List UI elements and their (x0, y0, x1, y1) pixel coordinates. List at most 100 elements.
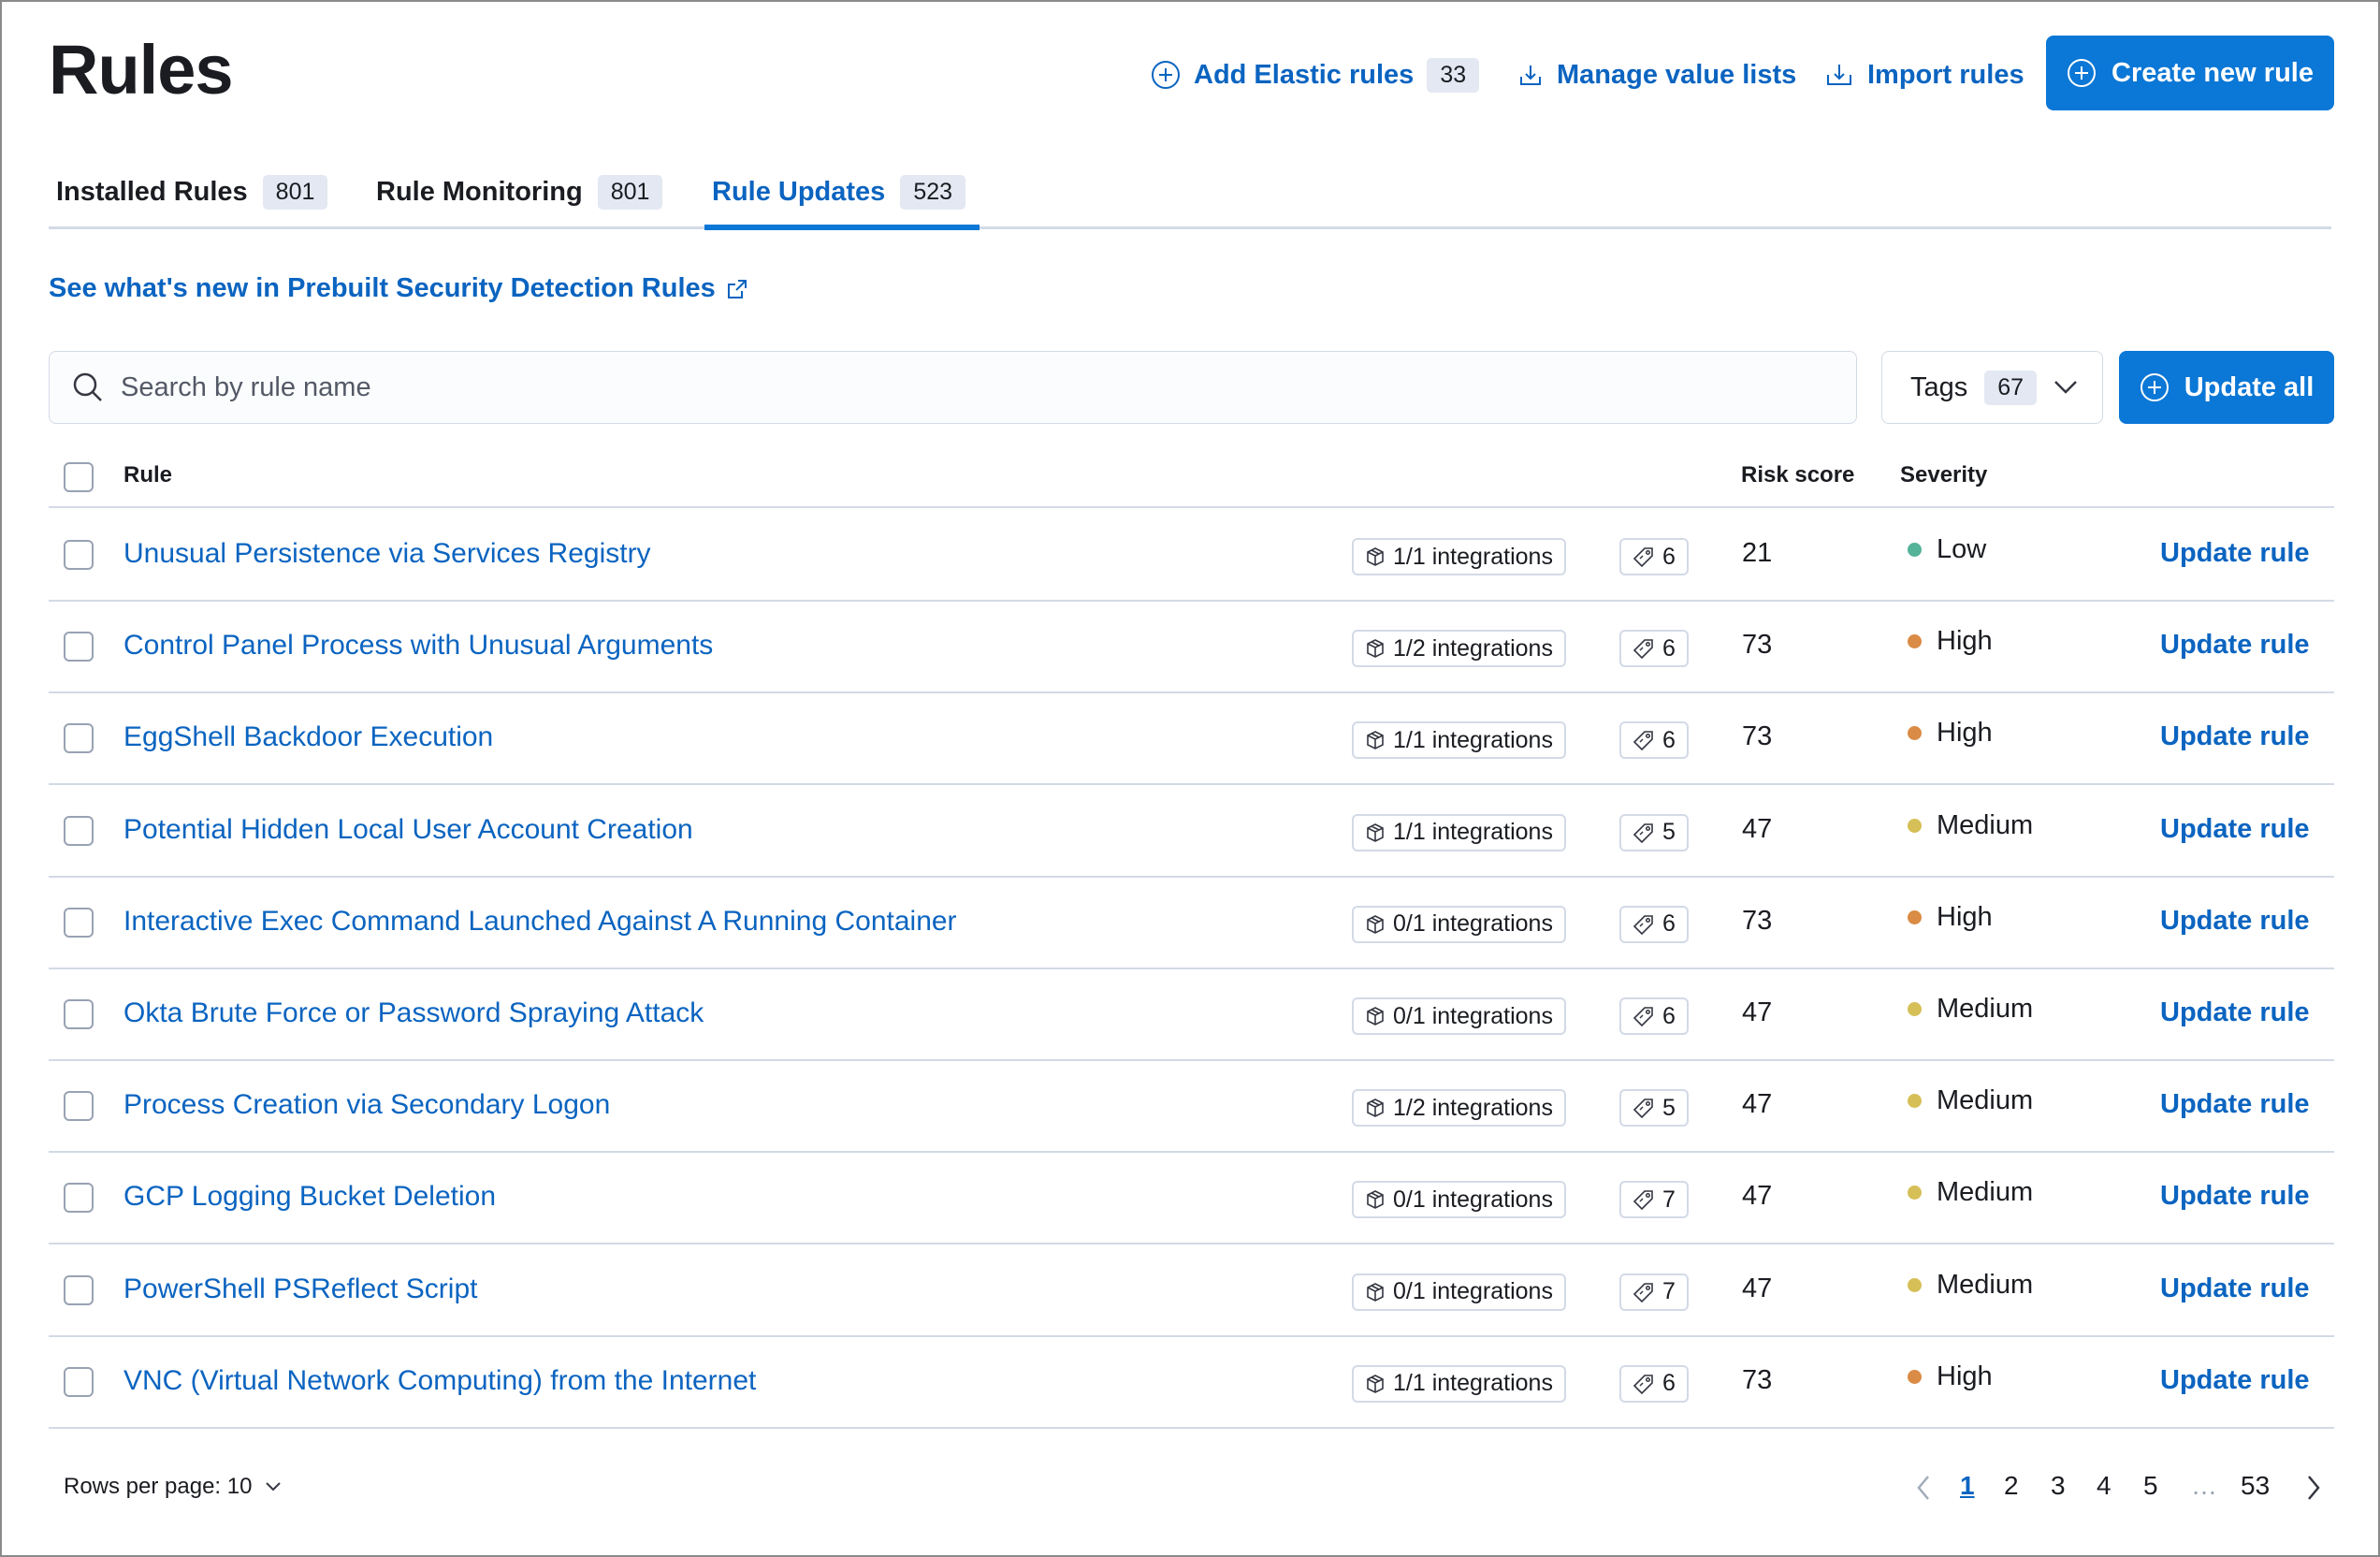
severity-dot (1908, 1186, 1922, 1200)
row-checkbox[interactable] (64, 1274, 94, 1305)
plus-circle-icon (2068, 59, 2096, 87)
integrations-badge[interactable]: 1/2 integrations (1352, 1089, 1566, 1128)
row-checkbox[interactable] (64, 907, 94, 938)
table-row: Process Creation via Secondary Logon 1/2… (49, 1061, 2334, 1154)
integrations-badge[interactable]: 0/1 integrations (1352, 905, 1566, 943)
integrations-label: 1/2 integrations (1393, 634, 1553, 662)
update-rule-button[interactable]: Update rule (2160, 630, 2310, 661)
row-checkbox[interactable] (64, 999, 94, 1029)
rule-name-link[interactable]: PowerShell PSReflect Script (123, 1273, 478, 1304)
row-checkbox[interactable] (64, 540, 94, 570)
column-header-rule[interactable]: Rule (123, 462, 173, 487)
rule-name-link[interactable]: Process Creation via Secondary Logon (123, 1089, 611, 1121)
severity-dot (1908, 543, 1922, 557)
row-checkbox[interactable] (64, 1091, 94, 1122)
tab-label: Installed Rules (56, 176, 248, 207)
tags-badge[interactable]: 6 (1619, 905, 1689, 943)
add-elastic-rules-button[interactable]: Add Elastic rules 33 (1151, 54, 1480, 95)
update-rule-button[interactable]: Update rule (2160, 1364, 2310, 1395)
rule-name-link[interactable]: Unusual Persistence via Services Registr… (123, 538, 651, 569)
package-icon (1367, 1374, 1384, 1393)
column-header-severity[interactable]: Severity (1900, 462, 1988, 487)
update-rule-button[interactable]: Update rule (2160, 1089, 2310, 1120)
tab-count: 801 (262, 174, 328, 210)
table-row: Potential Hidden Local User Account Crea… (49, 786, 2334, 878)
tags-badge[interactable]: 5 (1619, 813, 1689, 851)
page-4[interactable]: 4 (2097, 1471, 2112, 1500)
tags-badge[interactable]: 6 (1619, 721, 1689, 760)
tab-rule-updates[interactable]: Rule Updates 523 (712, 170, 966, 213)
integrations-label: 0/1 integrations (1393, 910, 1553, 938)
column-header-risk-score[interactable]: Risk score (1741, 462, 1855, 487)
integrations-badge[interactable]: 1/2 integrations (1352, 630, 1566, 668)
tags-badge[interactable]: 6 (1619, 538, 1689, 575)
update-rule-button[interactable]: Update rule (2160, 997, 2310, 1027)
update-rule-button[interactable]: Update rule (2160, 1181, 2310, 1212)
select-all-checkbox[interactable] (64, 462, 94, 492)
page-1[interactable]: 1 (1960, 1471, 1975, 1500)
next-page-icon[interactable] (2305, 1475, 2322, 1501)
rows-per-page-select[interactable]: Rows per page: 10 (64, 1474, 282, 1500)
search-field[interactable] (49, 351, 1857, 424)
chevron-down-icon (266, 1482, 282, 1492)
page-53[interactable]: 53 (2241, 1471, 2271, 1500)
integrations-label: 1/1 integrations (1393, 726, 1553, 753)
update-all-button[interactable]: Update all (2119, 351, 2334, 424)
row-checkbox[interactable] (64, 815, 94, 846)
severity-dot (1908, 818, 1922, 833)
page-2[interactable]: 2 (2004, 1471, 2019, 1500)
integrations-badge[interactable]: 1/1 integrations (1352, 1364, 1566, 1403)
update-rule-button[interactable]: Update rule (2160, 1273, 2310, 1303)
tab-rule-monitoring[interactable]: Rule Monitoring 801 (376, 170, 663, 213)
package-icon (1367, 731, 1384, 750)
tags-badge[interactable]: 7 (1619, 1181, 1689, 1219)
row-checkbox[interactable] (64, 1366, 94, 1397)
search-input[interactable] (121, 371, 1711, 403)
table-row: VNC (Virtual Network Computing) from the… (49, 1337, 2334, 1429)
rule-name-link[interactable]: Control Panel Process with Unusual Argum… (123, 630, 714, 662)
plus-circle-icon (1152, 61, 1180, 89)
rule-name-link[interactable]: Potential Hidden Local User Account Crea… (123, 813, 693, 845)
create-new-rule-button[interactable]: Create new rule (2046, 36, 2334, 110)
import-rules-button[interactable]: Import rules (1824, 54, 2024, 95)
severity-label: Medium (1937, 1085, 2034, 1116)
rule-name-link[interactable]: EggShell Backdoor Execution (123, 721, 494, 753)
rule-name-link[interactable]: Interactive Exec Command Launched Agains… (123, 905, 957, 937)
update-rule-button[interactable]: Update rule (2160, 538, 2310, 568)
tags-badge[interactable]: 6 (1619, 997, 1689, 1035)
tags-badge[interactable]: 6 (1619, 630, 1689, 668)
row-checkbox[interactable] (64, 632, 94, 662)
integrations-badge[interactable]: 1/1 integrations (1352, 813, 1566, 851)
integrations-badge[interactable]: 1/1 integrations (1352, 721, 1566, 760)
tags-badge[interactable]: 7 (1619, 1273, 1689, 1311)
tab-installed-rules[interactable]: Installed Rules 801 (56, 170, 328, 213)
integrations-badge[interactable]: 0/1 integrations (1352, 1273, 1566, 1311)
update-rule-button[interactable]: Update rule (2160, 813, 2310, 844)
rule-name-link[interactable]: VNC (Virtual Network Computing) from the… (123, 1364, 757, 1396)
rule-name-link[interactable]: GCP Logging Bucket Deletion (123, 1181, 497, 1213)
tags-badge[interactable]: 5 (1619, 1089, 1689, 1128)
update-rule-button[interactable]: Update rule (2160, 721, 2310, 752)
page-5[interactable]: 5 (2143, 1471, 2158, 1500)
whats-new-link[interactable]: See what's new in Prebuilt Security Dete… (49, 273, 747, 304)
previous-page-icon[interactable] (1915, 1475, 1932, 1501)
integrations-badge[interactable]: 1/1 integrations (1352, 538, 1566, 575)
row-checkbox[interactable] (64, 723, 94, 754)
rule-name-link[interactable]: Okta Brute Force or Password Spraying At… (123, 997, 704, 1028)
table-row: Interactive Exec Command Launched Agains… (49, 878, 2334, 969)
manage-value-lists-label: Manage value lists (1557, 59, 1797, 90)
tag-icon (1633, 822, 1653, 843)
tab-label: Rule Updates (712, 176, 886, 207)
integrations-badge[interactable]: 0/1 integrations (1352, 1181, 1566, 1219)
page-3[interactable]: 3 (2051, 1471, 2066, 1500)
add-elastic-rules-count: 33 (1427, 57, 1480, 93)
row-checkbox[interactable] (64, 1183, 94, 1214)
tags-badge[interactable]: 6 (1619, 1364, 1689, 1403)
manage-value-lists-button[interactable]: Manage value lists (1517, 54, 1796, 95)
tags-filter-button[interactable]: Tags 67 (1881, 351, 2103, 424)
tags-count: 6 (1662, 634, 1676, 662)
severity-label: Medium (1937, 1269, 2034, 1300)
tag-icon (1633, 1374, 1653, 1394)
integrations-badge[interactable]: 0/1 integrations (1352, 997, 1566, 1035)
update-rule-button[interactable]: Update rule (2160, 905, 2310, 936)
